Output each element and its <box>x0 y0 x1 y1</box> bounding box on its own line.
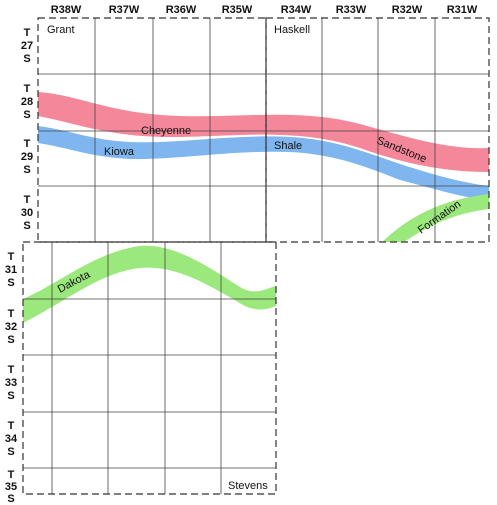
range-label: R33W <box>336 4 367 16</box>
haskell-county-boundary <box>265 17 490 243</box>
township-label-30: T 30 S <box>21 194 33 232</box>
svg-text:T: T <box>8 251 15 263</box>
svg-text:T: T <box>8 420 15 432</box>
range-label: R36W <box>166 4 197 16</box>
svg-text:33: 33 <box>5 377 17 389</box>
svg-text:28: 28 <box>21 96 33 108</box>
stevens-county-boundary <box>22 241 277 495</box>
range-label: R32W <box>392 4 423 16</box>
svg-text:T: T <box>24 194 31 206</box>
svg-text:T: T <box>24 83 31 95</box>
county-boundaries <box>22 17 490 495</box>
svg-text:29: 29 <box>21 151 33 163</box>
svg-text:35: 35 <box>5 481 17 493</box>
svg-text:S: S <box>23 109 30 121</box>
township-label-35: T 35 S <box>5 469 17 505</box>
dakota-formation-band-west <box>23 245 276 323</box>
range-label: R37W <box>109 4 140 16</box>
township-label-31: T 31 S <box>5 251 17 289</box>
svg-text:27: 27 <box>21 40 33 52</box>
range-label: R35W <box>222 4 253 16</box>
svg-text:30: 30 <box>21 207 33 219</box>
svg-text:31: 31 <box>5 264 17 276</box>
formation-label-cheyenne: Cheyenne <box>141 125 191 137</box>
range-label: R38W <box>51 4 82 16</box>
svg-text:S: S <box>7 390 14 402</box>
svg-text:T: T <box>24 138 31 150</box>
svg-text:S: S <box>23 164 30 176</box>
svg-text:32: 32 <box>5 321 17 333</box>
south-grid <box>23 242 276 494</box>
range-label: R31W <box>447 4 478 16</box>
svg-text:T: T <box>8 308 15 320</box>
svg-text:T: T <box>8 469 15 481</box>
svg-text:34: 34 <box>5 433 18 445</box>
township-label-28: T 28 S <box>21 83 33 121</box>
county-label-haskell: Haskell <box>274 24 310 36</box>
township-labels: T 27 S T 28 S T 29 S T 30 S T 31 S T 32 … <box>5 27 33 505</box>
svg-text:T: T <box>8 364 15 376</box>
formation-label-shale: Shale <box>274 140 302 152</box>
township-label-33: T 33 S <box>5 364 17 402</box>
north-grid <box>38 18 489 242</box>
dakota-formation-band-east <box>382 194 489 242</box>
grant-county-boundary <box>37 17 267 243</box>
svg-text:S: S <box>23 220 30 232</box>
range-labels: R38W R37W R36W R35W R34W R33W R32W R31W <box>51 4 478 16</box>
svg-text:S: S <box>23 53 30 65</box>
range-label: R34W <box>281 4 312 16</box>
county-label-stevens: Stevens <box>228 480 268 492</box>
township-label-34: T 34 S <box>5 420 18 458</box>
svg-text:S: S <box>7 334 14 346</box>
township-label-32: T 32 S <box>5 308 17 346</box>
formation-label-kiowa: Kiowa <box>104 146 135 158</box>
county-label-grant: Grant <box>47 24 75 36</box>
svg-text:T: T <box>24 27 31 39</box>
svg-text:S: S <box>7 277 14 289</box>
township-label-27: T 27 S <box>21 27 33 65</box>
svg-text:S: S <box>7 446 14 458</box>
kiowa-shale-band <box>38 126 489 199</box>
cheyenne-sandstone-band <box>38 92 489 172</box>
svg-text:S: S <box>7 493 14 505</box>
township-label-29: T 29 S <box>21 138 33 176</box>
